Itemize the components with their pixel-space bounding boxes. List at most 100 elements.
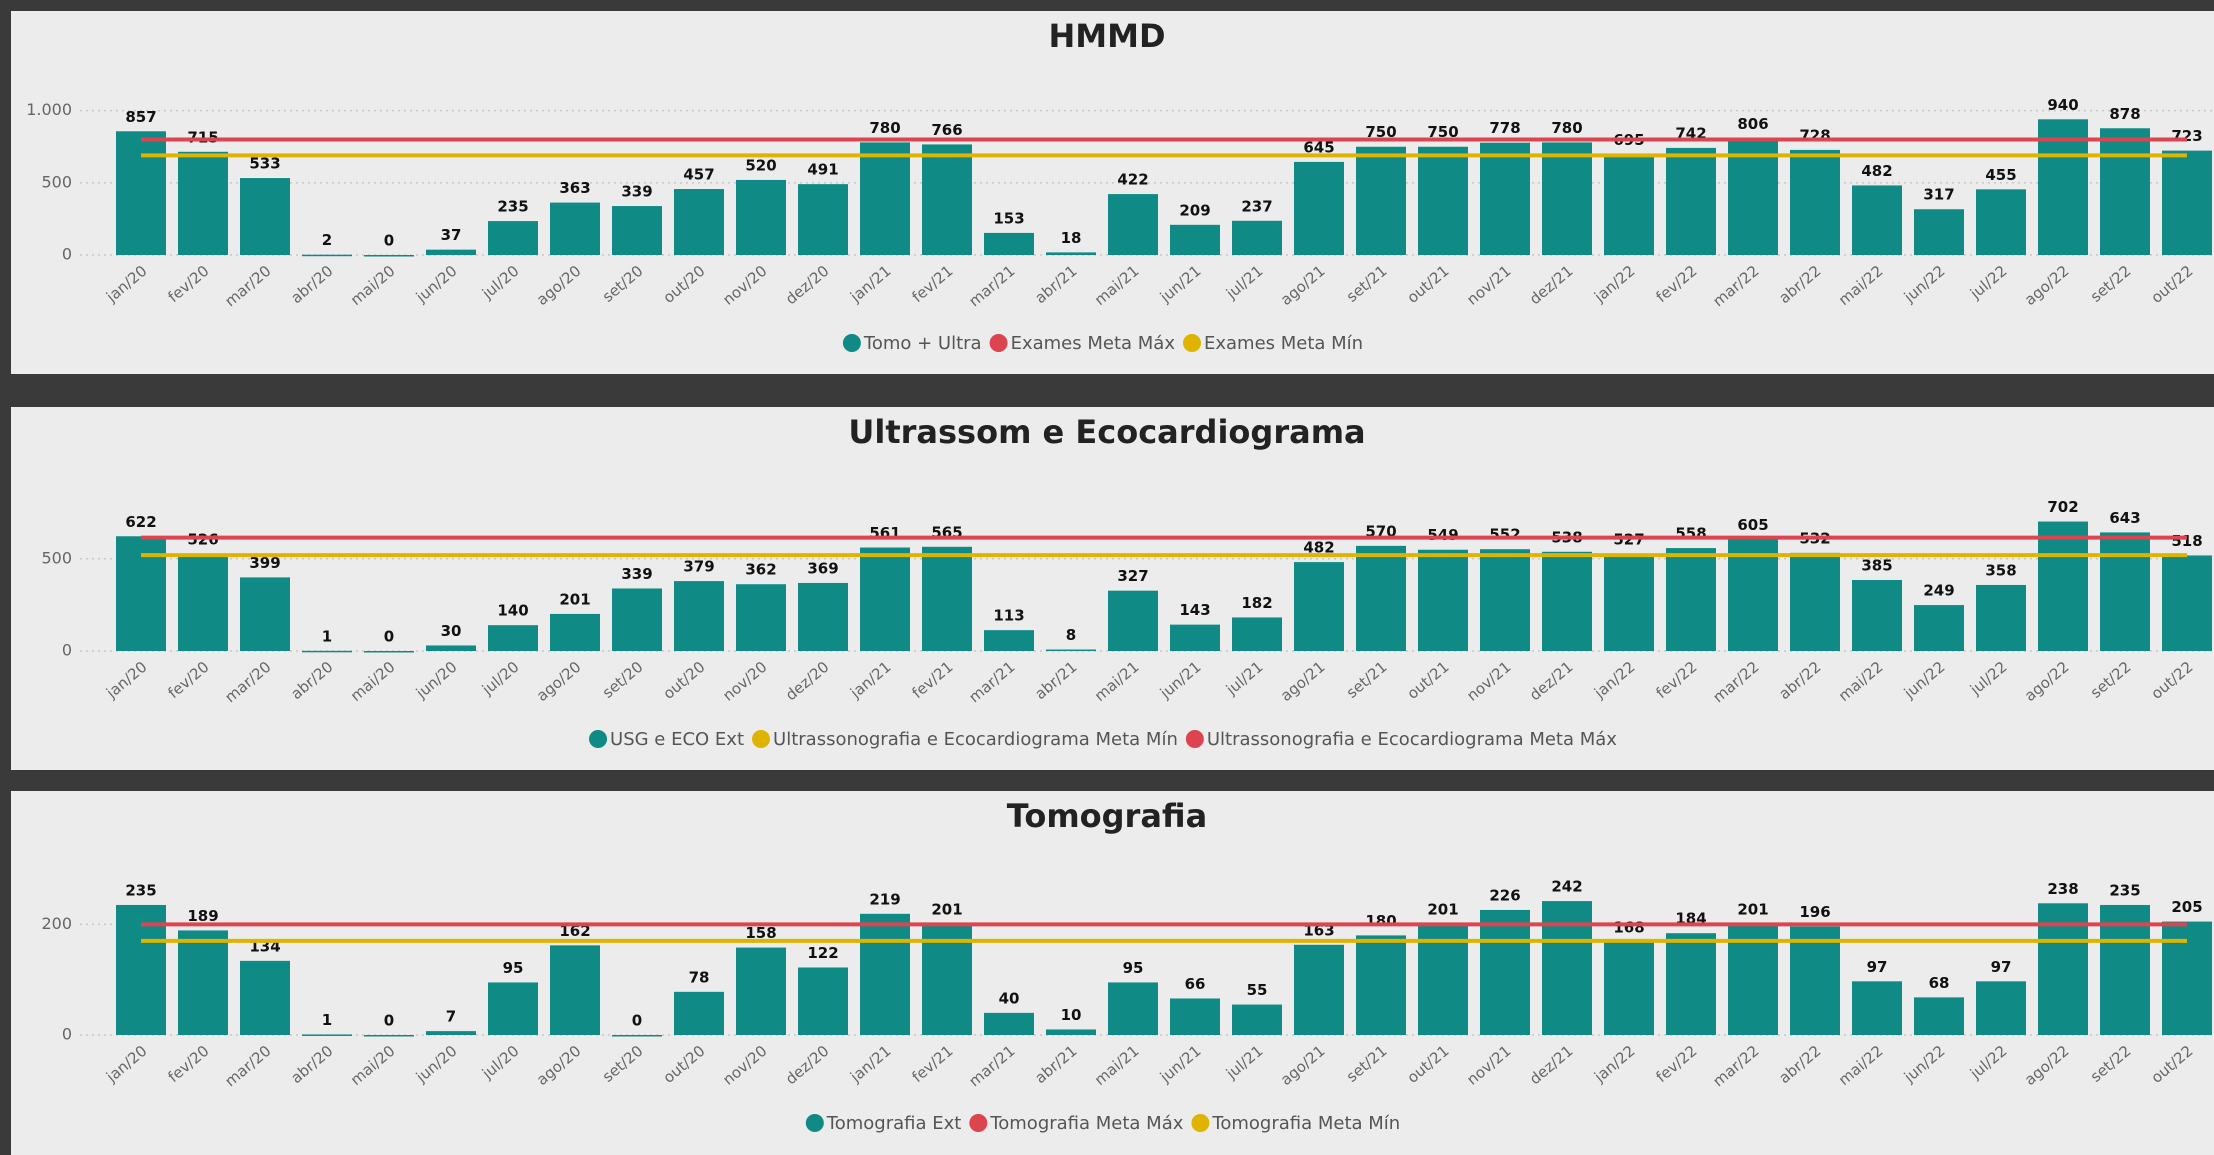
value-label: 226 [1489,886,1520,904]
value-label: 0 [384,1012,394,1030]
bar [426,249,476,255]
legend: Tomografia Ext Tomografia Meta Máx Tomogra… [805,1113,1400,1134]
bar [736,179,786,255]
bar [1356,935,1406,1035]
bar [1728,539,1778,651]
value-label: 645 [1303,138,1334,156]
y-tick-label: 0 [62,1025,72,1044]
value-label: 482 [1861,162,1892,180]
bar [674,991,724,1035]
value-label: 520 [745,156,776,174]
value-label: 95 [1123,959,1144,977]
bar [488,625,538,651]
bar [302,254,352,257]
value-label: 219 [869,890,900,908]
bar [1790,926,1840,1035]
bar [984,1012,1034,1035]
bar [922,144,972,255]
bar [550,945,600,1035]
value-label: 643 [2109,509,2140,527]
bar [1666,548,1716,651]
value-label: 66 [1185,975,1206,993]
value-label: 235 [125,881,156,899]
panel-background [11,791,2214,1155]
value-label: 362 [745,561,776,579]
bar [798,582,848,651]
value-label: 201 [1427,900,1458,918]
chart-title: HMMD [1048,17,1165,55]
value-label: 37 [441,226,462,244]
value-label: 0 [384,232,394,250]
y-tick-label: 0 [62,245,72,264]
legend-marker [989,334,1008,352]
value-label: 549 [1427,526,1458,544]
bar [240,178,290,255]
bar [1294,944,1344,1035]
bar [550,613,600,651]
value-label: 40 [999,989,1020,1007]
y-tick-label: 1.000 [26,100,72,119]
value-label: 182 [1241,594,1272,612]
bar [2038,521,2088,651]
legend: USG e ECO Ext Ultrassonografia e Ecocardi… [589,729,1617,750]
bar [426,645,476,651]
value-label: 0 [632,1012,642,1030]
bar [1666,933,1716,1035]
value-label: 806 [1737,115,1768,133]
value-label: 750 [1365,123,1396,141]
value-label: 518 [2171,532,2202,550]
bar [240,577,290,651]
bar [1914,605,1964,651]
bar [1480,909,1530,1035]
value-label: 189 [187,907,218,925]
bar [1852,185,1902,255]
bar [1232,617,1282,651]
value-label: 0 [384,628,394,646]
value-label: 201 [559,590,590,608]
value-label: 857 [125,108,156,126]
value-label: 385 [1861,556,1892,574]
bar [1232,220,1282,255]
bar [798,967,848,1035]
value-label: 237 [1241,197,1272,215]
legend-marker [752,730,771,748]
bar [1294,562,1344,651]
bar [612,206,662,255]
bar [1542,551,1592,651]
bar [1728,138,1778,255]
chart-title: Ultrassom e Ecocardiograma [848,413,1365,451]
bar [798,184,848,255]
value-label: 249 [1923,582,1954,600]
bar [1852,981,1902,1035]
value-label: 168 [1613,919,1644,937]
bar [116,904,166,1035]
legend-label: USG e ECO Ext [610,729,744,750]
legend-label: Exames Meta Máx [1011,333,1176,354]
value-label: 209 [1179,201,1210,219]
legend: Tomo + Ultra Exames Meta Máx Exames Meta M… [842,333,1363,354]
bar [1976,584,2026,651]
value-label: 143 [1179,601,1210,619]
value-label: 457 [683,166,714,184]
value-label: 339 [621,183,652,201]
bar [1852,579,1902,651]
value-label: 702 [2047,498,2078,516]
legend-marker [805,1114,824,1132]
bar [1170,224,1220,255]
value-label: 158 [745,924,776,942]
value-label: 728 [1799,126,1830,144]
value-label: 780 [1551,119,1582,137]
value-label: 455 [1985,166,2016,184]
bar [1976,981,2026,1035]
value-label: 201 [931,900,962,918]
value-label: 940 [2047,96,2078,114]
y-tick-label: 500 [41,548,72,567]
legend-marker [1185,730,1204,748]
panel-background [11,407,2214,770]
bar [2162,921,2212,1035]
bar [1046,649,1096,652]
value-label: 379 [683,558,714,576]
bar [116,131,166,255]
legend-marker [969,1114,988,1132]
value-label: 235 [2109,881,2140,899]
